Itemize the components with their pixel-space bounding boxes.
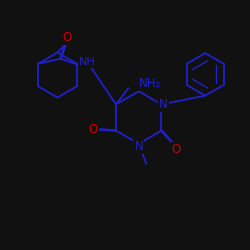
Text: N: N [134,140,143,153]
Text: O: O [88,123,98,136]
Text: NH: NH [78,58,95,68]
Text: NH₂: NH₂ [138,77,161,90]
Text: O: O [172,143,181,156]
Text: N: N [159,98,168,111]
Text: O: O [62,31,72,44]
